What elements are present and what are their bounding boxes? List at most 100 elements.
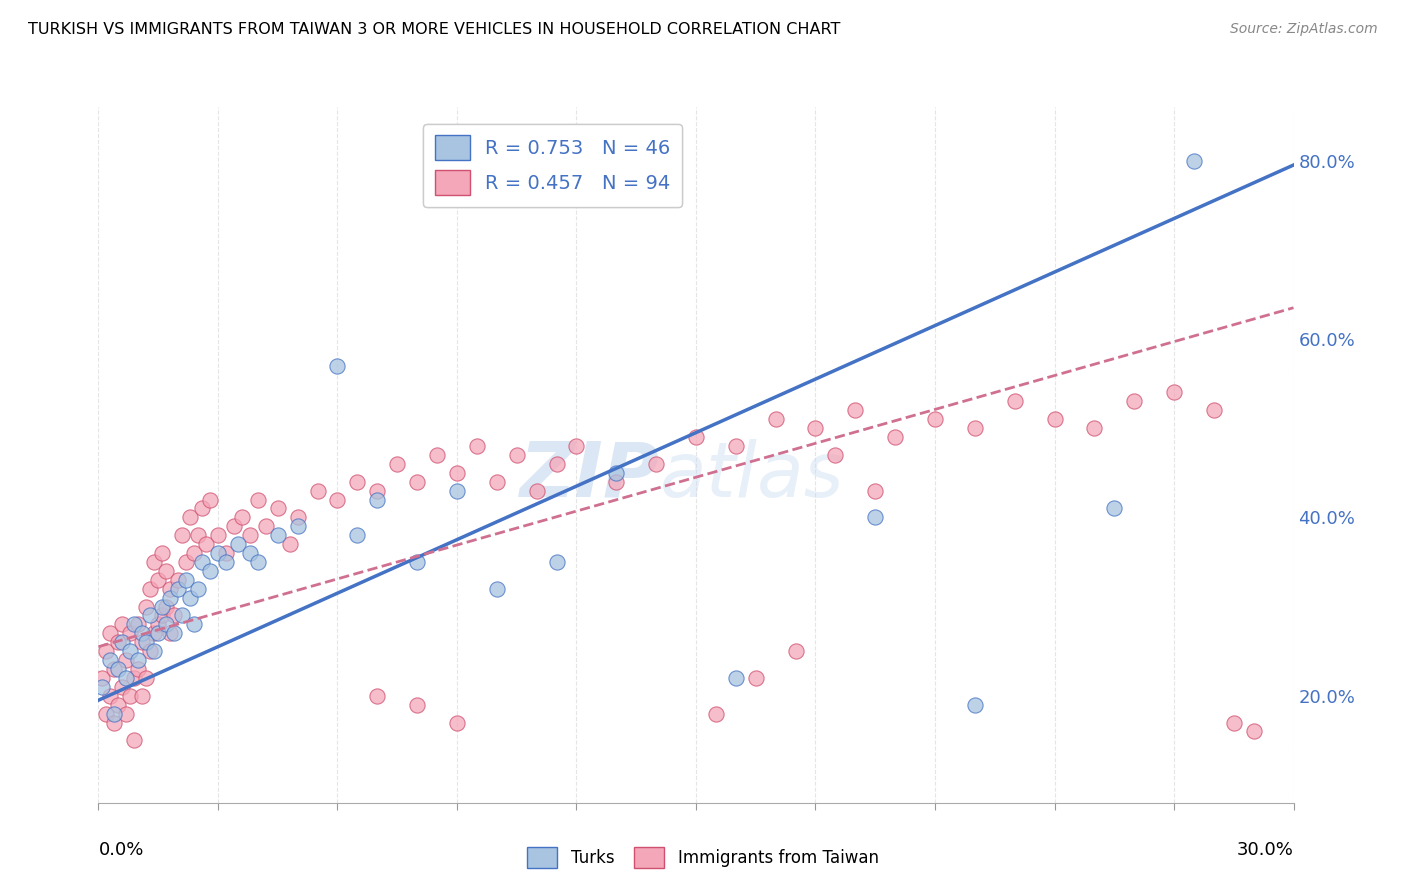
Point — [745, 671, 768, 685]
Point — [231, 510, 253, 524]
Point — [172, 608, 194, 623]
Text: atlas: atlas — [661, 439, 845, 513]
Point — [187, 528, 209, 542]
Point — [605, 475, 627, 489]
Point — [103, 662, 125, 676]
Point — [924, 412, 946, 426]
Point — [174, 573, 197, 587]
Point — [326, 492, 349, 507]
Point — [100, 689, 122, 703]
Point — [446, 466, 468, 480]
Point — [215, 546, 238, 560]
Point — [222, 519, 245, 533]
Point — [326, 359, 349, 373]
Point — [187, 582, 209, 596]
Point — [131, 689, 153, 703]
Point — [485, 475, 508, 489]
Point — [1123, 394, 1146, 409]
Point — [163, 608, 186, 623]
Point — [239, 528, 262, 542]
Point — [167, 573, 190, 587]
Point — [1083, 421, 1105, 435]
Legend: Turks, Immigrants from Taiwan: Turks, Immigrants from Taiwan — [520, 840, 886, 875]
Point — [124, 733, 146, 747]
Point — [143, 555, 166, 569]
Point — [1182, 153, 1205, 168]
Point — [135, 671, 157, 685]
Point — [91, 671, 114, 685]
Point — [366, 492, 388, 507]
Point — [159, 591, 181, 605]
Point — [111, 617, 134, 632]
Point — [1043, 412, 1066, 426]
Text: Source: ZipAtlas.com: Source: ZipAtlas.com — [1230, 22, 1378, 37]
Point — [724, 439, 747, 453]
Point — [605, 466, 627, 480]
Point — [167, 582, 190, 596]
Point — [120, 626, 142, 640]
Point — [135, 635, 157, 649]
Point — [446, 483, 468, 498]
Point — [765, 412, 787, 426]
Point — [1202, 403, 1225, 417]
Point — [287, 510, 309, 524]
Point — [115, 706, 138, 721]
Point — [278, 537, 301, 551]
Point — [385, 457, 409, 471]
Point — [107, 635, 129, 649]
Text: 0.0%: 0.0% — [98, 841, 143, 859]
Point — [724, 671, 747, 685]
Point — [366, 689, 388, 703]
Point — [131, 635, 153, 649]
Point — [191, 501, 214, 516]
Point — [246, 555, 269, 569]
Point — [1163, 385, 1185, 400]
Text: 30.0%: 30.0% — [1237, 841, 1294, 859]
Point — [215, 555, 238, 569]
Point — [307, 483, 329, 498]
Point — [124, 617, 146, 632]
Point — [406, 555, 429, 569]
Point — [963, 421, 986, 435]
Point — [1102, 501, 1125, 516]
Point — [426, 448, 449, 462]
Point — [103, 715, 125, 730]
Point — [148, 626, 170, 640]
Point — [96, 706, 118, 721]
Point — [346, 528, 368, 542]
Point — [120, 644, 142, 658]
Point — [198, 564, 221, 578]
Point — [127, 662, 149, 676]
Point — [183, 617, 205, 632]
Point — [485, 582, 508, 596]
Point — [546, 555, 568, 569]
Point — [287, 519, 309, 533]
Point — [174, 555, 197, 569]
Point — [406, 475, 429, 489]
Point — [172, 528, 194, 542]
Point — [111, 635, 134, 649]
Point — [139, 644, 162, 658]
Point — [785, 644, 807, 658]
Point — [963, 698, 986, 712]
Point — [526, 483, 548, 498]
Point — [346, 475, 368, 489]
Point — [100, 653, 122, 667]
Point — [91, 680, 114, 694]
Point — [191, 555, 214, 569]
Point — [163, 626, 186, 640]
Point — [226, 537, 249, 551]
Point — [111, 680, 134, 694]
Point — [844, 403, 866, 417]
Point — [366, 483, 388, 498]
Legend: R = 0.753   N = 46, R = 0.457   N = 94: R = 0.753 N = 46, R = 0.457 N = 94 — [423, 124, 682, 207]
Point — [150, 599, 173, 614]
Point — [884, 430, 907, 444]
Point — [254, 519, 277, 533]
Point — [565, 439, 588, 453]
Point — [267, 528, 290, 542]
Point — [103, 706, 125, 721]
Point — [195, 537, 218, 551]
Text: ZIP: ZIP — [520, 439, 661, 513]
Point — [406, 698, 429, 712]
